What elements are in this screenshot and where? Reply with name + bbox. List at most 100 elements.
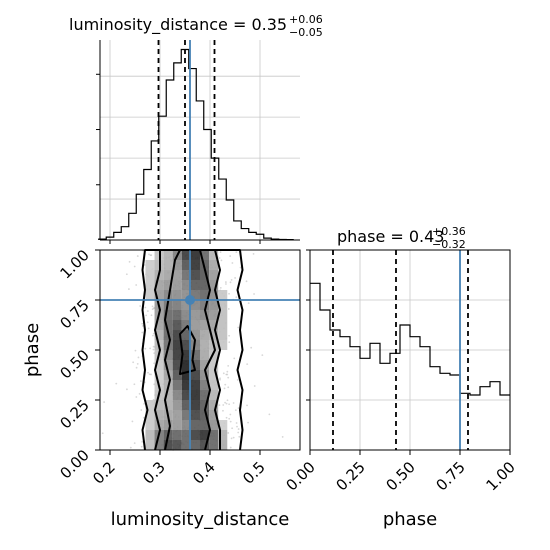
density-cell	[145, 410, 155, 420]
density-cell	[218, 320, 228, 330]
density-cell	[181, 410, 191, 420]
scatter-point	[115, 382, 118, 385]
scatter-point	[226, 370, 229, 373]
phase-histogram-panel: 0.00 0.25 0.50 0.75 1.00	[282, 249, 519, 494]
density-cell	[181, 400, 191, 410]
scatter-point	[144, 306, 147, 309]
scatter-point	[219, 286, 222, 289]
scatter-point	[245, 280, 248, 283]
scatter-point	[225, 283, 227, 285]
phase-title: phase = 0.43 +0.36 −0.32	[337, 225, 466, 251]
density-cell	[190, 300, 200, 310]
phase-hist-steps	[310, 282, 510, 396]
density-cell	[172, 270, 182, 280]
density-cell	[209, 320, 219, 330]
density-cell	[163, 270, 173, 280]
scatter-point	[246, 363, 249, 366]
scatter-point	[126, 388, 128, 391]
phase-hist-xtick-label-4: 1.00	[482, 458, 518, 494]
density-cell	[154, 320, 164, 330]
density-cell	[200, 390, 210, 400]
scatter-point	[101, 432, 104, 435]
density-cell	[163, 360, 173, 370]
density-cell	[190, 420, 200, 430]
scatter-point	[139, 380, 142, 382]
scatter-point	[131, 420, 134, 423]
density-cell	[181, 270, 191, 280]
phase-title-main: phase = 0.43	[337, 227, 444, 246]
density-cell	[145, 400, 155, 410]
scatter-point	[239, 266, 242, 269]
density-cell	[154, 290, 164, 300]
scatter-point	[253, 385, 256, 387]
scatter-point	[253, 293, 255, 295]
luminosity-distance-title-upper: +0.06	[289, 13, 323, 26]
density-cell	[190, 330, 200, 340]
scatter-point	[235, 296, 238, 299]
scatter-point	[229, 446, 232, 449]
density-cell	[190, 280, 200, 290]
scatter-point	[143, 402, 145, 405]
scatter-point	[149, 347, 152, 350]
density-cell	[218, 440, 228, 450]
scatter-point	[229, 255, 232, 257]
density-cell	[218, 340, 228, 350]
scatter-point	[228, 341, 231, 344]
scatter-point	[247, 421, 249, 424]
scatter-point	[222, 409, 224, 412]
scatter-point	[250, 346, 253, 349]
scatter-point	[232, 436, 235, 439]
scatter-point	[141, 322, 144, 325]
scatter-point	[132, 361, 135, 364]
scatter-point	[232, 402, 235, 404]
density-cell	[181, 290, 191, 300]
scatter-point	[261, 354, 264, 357]
density-cell	[163, 440, 173, 450]
scatter-point	[150, 373, 152, 376]
scatter-point	[219, 378, 221, 381]
density-cell	[172, 290, 182, 300]
scatter-point	[141, 440, 144, 443]
density-cell	[209, 260, 219, 270]
density-cell	[172, 380, 182, 390]
truth-marker	[185, 295, 195, 305]
scatter-point	[125, 273, 128, 276]
scatter-point	[231, 427, 234, 430]
density-cell	[172, 370, 182, 380]
density-cell	[154, 360, 164, 370]
density-cell	[154, 400, 164, 410]
scatter-point	[231, 262, 234, 264]
density-cell	[190, 370, 200, 380]
density-cell	[209, 280, 219, 290]
density-cell	[163, 350, 173, 360]
density-cell	[209, 350, 219, 360]
scatter-point	[139, 305, 142, 307]
scatter-point	[137, 356, 140, 359]
scatter-point	[234, 409, 237, 412]
density-cell	[209, 370, 219, 380]
scatter-point	[268, 413, 271, 416]
scatter-point	[152, 334, 154, 337]
density-cell	[200, 340, 210, 350]
scatter-point	[228, 403, 231, 406]
scatter-point	[252, 252, 255, 255]
scatter-point	[129, 446, 132, 449]
density-cell	[172, 360, 182, 370]
scatter-point	[133, 383, 136, 386]
density-cell	[181, 420, 191, 430]
scatter-point	[128, 260, 131, 263]
scatter-point	[103, 401, 106, 403]
scatter-point	[145, 314, 148, 317]
density-cell	[163, 260, 173, 270]
phase-hist-xtick-label-3: 0.75	[432, 458, 468, 494]
scatter-point	[141, 325, 144, 327]
density-cell	[200, 430, 210, 440]
density-cell	[190, 360, 200, 370]
density-cell	[190, 250, 200, 260]
density-xtick-label-2: 0.4	[189, 458, 219, 488]
density-cell	[209, 290, 219, 300]
scatter-point	[227, 308, 230, 310]
density-cell	[163, 320, 173, 330]
scatter-point	[133, 265, 136, 268]
density-cell	[200, 320, 210, 330]
